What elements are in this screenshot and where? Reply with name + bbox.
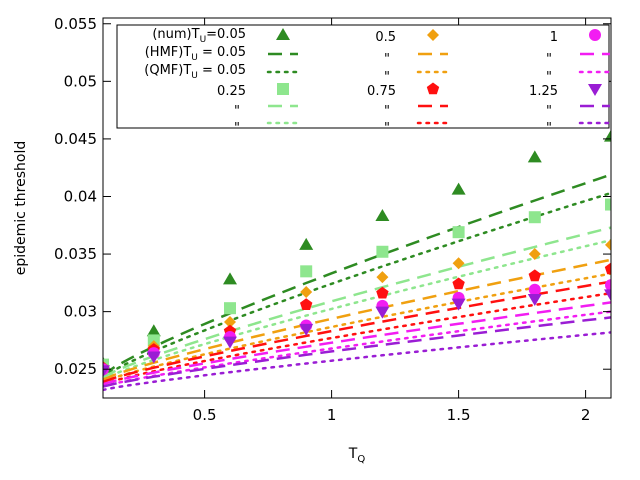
legend-marker-tu-0_5 [427, 29, 439, 41]
legend-row-label-0_25: 0.25 [217, 84, 246, 99]
plot-frame [102, 17, 612, 399]
data-point-tu-0_25-6 [528, 211, 541, 224]
data-point-tu-1_25-4 [375, 306, 390, 319]
data-point-tu-1_25-3 [299, 323, 314, 336]
hmf-curve-tu-1_25 [103, 316, 611, 388]
legend-marker-tu-0_05 [276, 28, 290, 40]
legend-marker-tu-1 [589, 29, 601, 41]
x-tick-label: 0.5 [193, 406, 217, 424]
data-point-tu-0_75-3 [300, 298, 313, 310]
data-point-tu-1_25-6 [527, 293, 542, 306]
legend-ditto-0_5: " [384, 70, 390, 85]
data-point-tu-1_25-2 [223, 336, 237, 349]
legend-ditto-0_75: " [384, 104, 390, 119]
qmf-curve-tu-1_25 [103, 331, 611, 392]
data-point-tu-0_05-5 [451, 182, 466, 195]
legend-ditto-1_25: " [546, 121, 552, 136]
data-point-tu-0_05-2 [223, 272, 237, 285]
data-point-tu-0_5-6 [528, 248, 541, 261]
data-point-tu-0_5-2 [224, 316, 236, 328]
data-point-tu-0_05-1 [146, 324, 161, 337]
hmf-curve-tu-0_25 [103, 226, 611, 379]
legend-marker-tu-0_25 [277, 83, 289, 95]
data-point-tu-0_75-5 [452, 277, 465, 290]
y-tick-label: 0.055 [54, 15, 97, 33]
data-point-tu-0_25-5 [452, 226, 465, 239]
data-point-tu-1-7 [605, 279, 611, 292]
qmf-curve-tu-0_75 [103, 291, 611, 386]
series-layer [103, 129, 611, 392]
legend-ditto-0_25: " [234, 104, 240, 119]
y-tick-label: 0.03 [64, 303, 97, 321]
qmf-curve-tu-0_25 [103, 238, 611, 381]
data-point-tu-0_5-4 [376, 271, 389, 284]
data-point-tu-0_25-3 [300, 265, 313, 278]
legend: (num)TU=0.05(HMF)TU = 0.05(QMF)TU = 0.05… [116, 24, 612, 136]
y-tick-label: 0.05 [64, 72, 97, 90]
data-point-tu-0_5-3 [300, 286, 313, 299]
axes-layer: 0.5 1 1.5 2 0.025 0.03 0.035 0.04 0.045 0.05 0.055 [54, 15, 611, 424]
data-point-tu-1_25-5 [451, 298, 466, 311]
x-axis-label-sub: Q [357, 454, 365, 465]
data-point-tu-1_25-7 [604, 289, 611, 302]
data-point-tu-0_75-6 [528, 269, 541, 282]
legend-row-label-1: 1 [550, 30, 558, 45]
data-point-tu-0_05-3 [299, 237, 314, 250]
legend-row-label-0_5: 0.5 [375, 30, 396, 45]
y-axis-label: epidemic threshold [13, 141, 29, 276]
y-tick-label: 0.04 [64, 187, 97, 205]
hmf-curve-tu-1 [103, 301, 611, 386]
y-tick-label: 0.025 [54, 360, 97, 378]
hmf-curve-tu-0_5 [103, 258, 611, 381]
legend-ditto-0_5: " [384, 52, 390, 67]
data-point-tu-0_75-7 [604, 262, 611, 275]
legend-row-label-1_25: 1.25 [529, 84, 558, 99]
qmf-curve-tu-1 [103, 310, 611, 388]
legend-num-label: (num)TU=0.05 [152, 27, 246, 45]
data-point-tu-0_25-7 [605, 198, 611, 211]
legend-marker-tu-1_25 [588, 84, 602, 96]
y-tick-label: 0.035 [54, 245, 97, 263]
legend-ditto-1: " [546, 52, 552, 67]
x-axis-label-main: T [348, 446, 358, 462]
data-point-tu-0_05-4 [375, 209, 390, 222]
data-point-tu-0_25-4 [376, 245, 389, 258]
y-tick-label: 0.045 [54, 130, 97, 148]
qmf-curve-tu-0_5 [103, 272, 611, 384]
legend-ditto-0_75: " [384, 121, 390, 136]
legend-ditto-0_25: " [234, 121, 240, 136]
legend-row-label-0_75: 0.75 [367, 84, 396, 99]
data-point-tu-1_25-0 [103, 365, 110, 378]
data-point-tu-0_5-7 [605, 238, 611, 251]
legend-marker-tu-0_75 [426, 82, 440, 95]
qmf-curve-tu-0_05 [103, 191, 611, 379]
plot-area [103, 129, 611, 392]
data-point-tu-0_05-6 [527, 150, 542, 163]
legend-ditto-1_25: " [546, 104, 552, 119]
x-tick-label: 1 [327, 406, 337, 424]
legend-hmf-label: (HMF)TU = 0.05 [145, 45, 246, 63]
legend-ditto-1: " [546, 70, 552, 85]
hmf-curve-tu-0_05 [103, 173, 611, 377]
data-point-tu-0_25-2 [224, 302, 236, 315]
x-tick-label: 2 [581, 406, 591, 424]
legend-qmf-label: (QMF)TU = 0.05 [144, 63, 246, 81]
data-point-tu-1_25-1 [146, 351, 161, 364]
data-point-tu-1-6 [528, 283, 541, 296]
data-point-tu-0_75-4 [376, 286, 389, 299]
x-tick-label: 1.5 [447, 406, 471, 424]
data-point-tu-0_5-5 [452, 257, 465, 270]
legend-box [116, 24, 610, 129]
x-axis-label: TQ [348, 446, 366, 465]
